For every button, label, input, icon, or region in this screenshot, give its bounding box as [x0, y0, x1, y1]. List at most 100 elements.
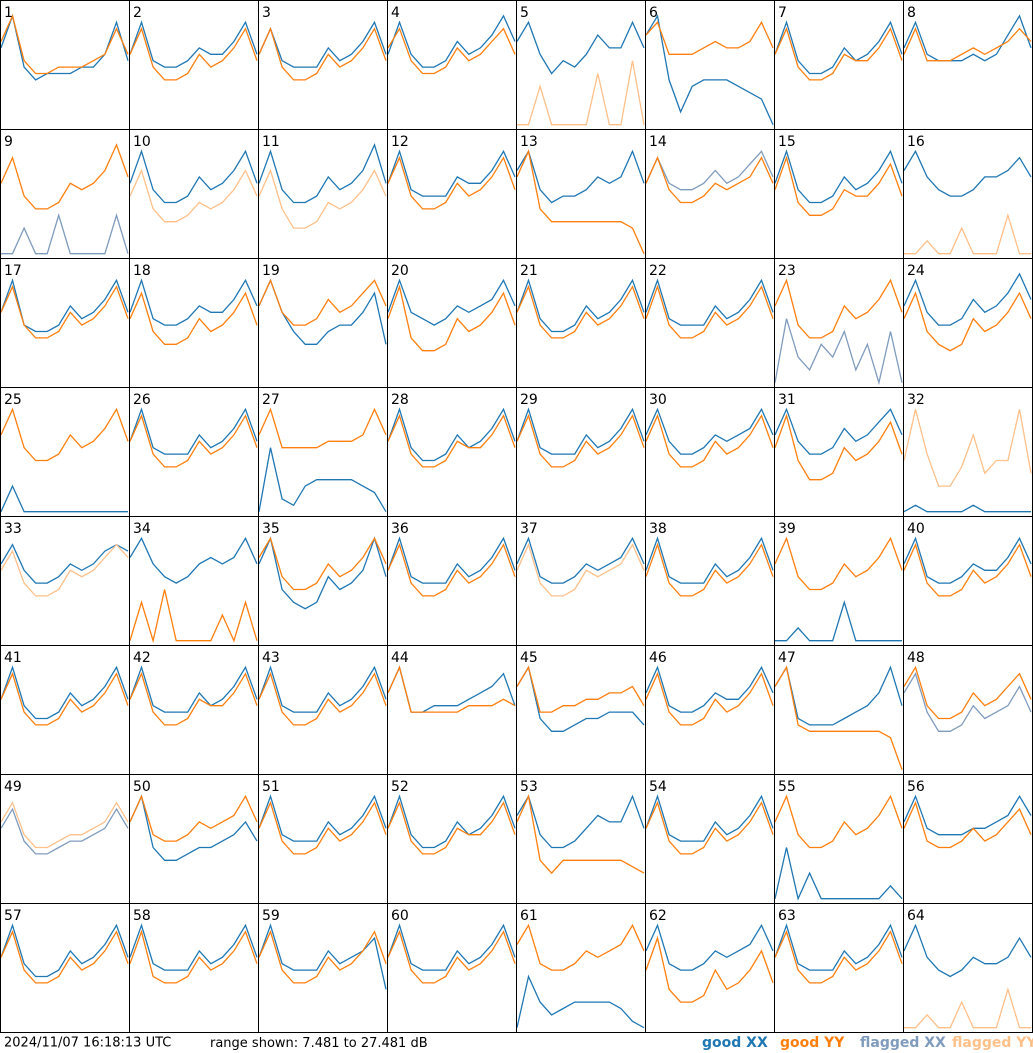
spectrum-yy — [129, 589, 258, 644]
spectrum-xx — [0, 807, 129, 855]
panel-label: 46 — [649, 650, 667, 666]
spectrum-yy — [0, 13, 129, 75]
panel-plot — [903, 409, 1032, 513]
panel: 20 — [387, 258, 517, 388]
panel: 43 — [258, 645, 388, 775]
panel: 40 — [903, 516, 1033, 646]
panel: 30 — [645, 387, 775, 517]
panel-label: 40 — [907, 521, 925, 537]
spectrum-xx — [387, 665, 516, 713]
spectrum-yy — [645, 800, 774, 855]
panel-label: 63 — [778, 908, 796, 924]
spectrum-xx — [516, 278, 645, 333]
panel: 8 — [903, 0, 1033, 130]
spectrum-xx — [387, 14, 516, 68]
panel-plot — [258, 407, 387, 513]
spectrum-yy — [387, 27, 516, 75]
spectrum-yy — [516, 284, 645, 339]
panel-label: 35 — [262, 521, 280, 537]
panel-plot — [258, 20, 387, 81]
panel-plot — [903, 794, 1032, 849]
panel-label: 33 — [4, 521, 22, 537]
panel: 63 — [774, 903, 904, 1033]
panel-plot — [645, 407, 774, 468]
spectrum-yy — [904, 213, 1031, 255]
panel: 11 — [258, 129, 388, 259]
spectrum-yy — [129, 168, 258, 223]
spectrum-xx — [0, 543, 129, 584]
panel-plot — [774, 407, 903, 481]
panel: 16 — [903, 129, 1033, 259]
spectrum-yy — [387, 800, 516, 855]
panel-label: 37 — [520, 521, 538, 537]
panel-plot — [258, 794, 387, 855]
spectrum-xx — [258, 143, 387, 204]
panel: 58 — [129, 903, 259, 1033]
panel: 15 — [774, 129, 904, 259]
panel: 12 — [387, 129, 517, 259]
panel-label: 5 — [520, 5, 529, 21]
panel-plot — [387, 536, 516, 597]
range-text: range shown: 7.481 to 27.481 dB — [210, 1036, 428, 1051]
panel: 60 — [387, 903, 517, 1033]
panel-label: 26 — [133, 392, 151, 408]
spectrum-xx — [387, 923, 516, 971]
panel-label: 27 — [262, 392, 280, 408]
panel-plot — [774, 278, 903, 386]
panel-plot — [774, 20, 903, 81]
panel-label: 56 — [907, 779, 925, 795]
panel-label: 50 — [133, 779, 151, 795]
spectrum-xx — [129, 665, 258, 713]
panel-plot — [774, 923, 903, 984]
panel-label: 9 — [4, 134, 13, 150]
panel-plot — [258, 665, 387, 726]
spectrum-xx — [903, 536, 1032, 584]
panel: 17 — [0, 258, 130, 388]
spectrum-yy — [645, 935, 774, 1003]
panel-plot — [387, 14, 516, 75]
spectrum-yy — [258, 671, 387, 726]
spectrum-xx — [645, 923, 774, 971]
panel-border — [258, 0, 388, 130]
panel-plot — [129, 536, 258, 644]
spectrum-xx — [645, 14, 774, 125]
panel-label: 16 — [907, 134, 925, 150]
panel-plot — [516, 149, 645, 254]
spectrum-yy — [387, 929, 516, 984]
panel-plot — [516, 407, 645, 468]
panel: 52 — [387, 774, 517, 904]
panel-plot — [903, 923, 1032, 1029]
panel: 26 — [129, 387, 259, 517]
panel-label: 17 — [4, 263, 22, 279]
panel-border — [0, 0, 130, 130]
panel-plot — [903, 14, 1032, 62]
panel-label: 34 — [133, 521, 151, 537]
panel: 48 — [903, 645, 1033, 775]
spectrum-xx — [645, 794, 774, 842]
panel-plot — [903, 272, 1032, 352]
spectrum-yy — [516, 665, 645, 713]
panel-label: 8 — [907, 5, 916, 21]
spectrum-xx — [903, 672, 1032, 732]
panel-label: 1 — [4, 5, 13, 21]
panel-plot — [516, 278, 645, 339]
spectrum-xx — [258, 665, 387, 713]
spectrum-xx — [774, 149, 903, 204]
panel-label: 60 — [391, 908, 409, 924]
spectrum-yy — [516, 794, 645, 875]
panel-plot — [0, 923, 129, 984]
spectrum-yy — [645, 413, 774, 468]
spectrum-yy — [516, 149, 645, 254]
panel: 1 — [0, 0, 130, 130]
panel-label: 24 — [907, 263, 925, 279]
spectrum-yy — [645, 671, 774, 726]
panel: 46 — [645, 645, 775, 775]
spectrum-xx — [387, 794, 516, 849]
spectrum-yy — [129, 413, 258, 468]
panel-label: 19 — [262, 263, 280, 279]
panel: 39 — [774, 516, 904, 646]
spectrum-yy — [0, 284, 129, 339]
panel-label: 20 — [391, 263, 409, 279]
panel: 35 — [258, 516, 388, 646]
